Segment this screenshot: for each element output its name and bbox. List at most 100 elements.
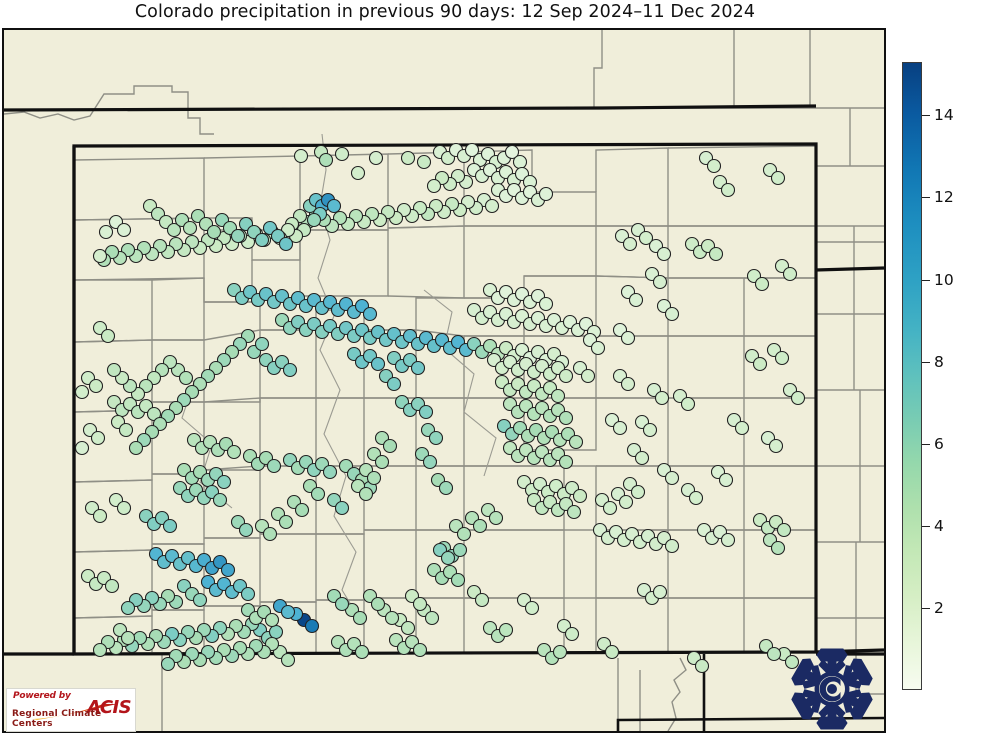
station-point: [512, 154, 528, 170]
station-point: [334, 596, 350, 612]
station-point: [664, 306, 680, 322]
station-point: [656, 246, 672, 262]
station-point: [278, 236, 294, 252]
station-point: [770, 540, 786, 556]
station-point: [450, 572, 466, 588]
station-point: [652, 274, 668, 290]
station-point: [654, 390, 670, 406]
station-point: [98, 224, 114, 240]
station-point: [368, 150, 384, 166]
station-point: [638, 230, 654, 246]
station-point: [160, 656, 176, 672]
station-point: [304, 618, 320, 634]
station-point: [120, 600, 136, 616]
station-point: [766, 646, 782, 662]
station-point: [384, 610, 400, 626]
colorbar-tick-mark: [922, 279, 930, 281]
station-point: [550, 388, 566, 404]
station-point: [474, 592, 490, 608]
colorbar-tick-label: 14: [934, 106, 954, 125]
station-point: [498, 622, 514, 638]
station-point: [424, 610, 440, 626]
colorbar-tick-mark: [922, 115, 930, 117]
station-point: [306, 212, 322, 228]
station-point: [350, 165, 366, 181]
station-point: [240, 586, 256, 602]
colorbar-tick-label: 4: [934, 516, 944, 535]
station-point: [688, 490, 704, 506]
station-point: [326, 198, 342, 214]
station-point: [100, 328, 116, 344]
station-point: [620, 376, 636, 392]
station-point: [558, 368, 574, 384]
acis-logo[interactable]: Powered by ACIS Regional Climate Centers: [6, 688, 136, 732]
station-point: [293, 148, 309, 164]
station-point: [620, 330, 636, 346]
station-point: [106, 362, 122, 378]
station-point: [652, 584, 668, 600]
station-point: [162, 518, 178, 534]
station-point: [412, 596, 428, 612]
station-point: [472, 518, 488, 534]
station-point: [116, 500, 132, 516]
station-point: [182, 220, 198, 236]
station-point: [628, 292, 644, 308]
station-point: [366, 470, 382, 486]
station-point: [294, 502, 310, 518]
station-point: [634, 450, 650, 466]
station-point: [254, 232, 270, 248]
station-point: [280, 604, 296, 620]
station-point: [708, 246, 724, 262]
colorbar-tick-mark: [922, 361, 930, 363]
station-point: [754, 276, 770, 292]
station-point: [612, 420, 628, 436]
station-point: [416, 154, 432, 170]
station-point: [618, 494, 634, 510]
station-point: [428, 430, 444, 446]
station-point: [92, 248, 108, 264]
station-point: [92, 642, 108, 658]
station-point: [166, 222, 182, 238]
station-point: [412, 642, 428, 658]
station-point: [718, 472, 734, 488]
station-point: [438, 480, 454, 496]
station-point: [178, 370, 194, 386]
station-point: [734, 420, 750, 436]
station-point: [720, 182, 736, 198]
colorbar-tick-mark: [922, 197, 930, 199]
acis-powered-by-text: Powered by: [13, 691, 71, 701]
station-point: [262, 526, 278, 542]
station-point: [358, 486, 374, 502]
station-point: [642, 422, 658, 438]
map-panel[interactable]: [2, 28, 886, 733]
colorbar-tick-mark: [922, 607, 930, 609]
station-point: [386, 376, 402, 392]
station-point: [720, 532, 736, 548]
station-point: [572, 488, 588, 504]
station-point: [452, 542, 468, 558]
station-point: [774, 350, 790, 366]
station-point: [206, 224, 222, 240]
station-point: [118, 422, 134, 438]
page-title: Colorado precipitation in previous 90 da…: [134, 2, 756, 22]
station-point: [564, 626, 580, 642]
colorbar-tick-label: 2: [934, 598, 944, 617]
station-point: [664, 470, 680, 486]
station-point: [488, 510, 504, 526]
station-point: [310, 486, 326, 502]
station-point: [504, 144, 520, 160]
station-point: [752, 356, 768, 372]
station-point: [552, 644, 568, 660]
station-point: [128, 440, 144, 456]
station-point: [768, 438, 784, 454]
map-land-background: [4, 30, 884, 731]
station-point: [382, 438, 398, 454]
station-point: [418, 404, 434, 420]
station-point: [484, 198, 500, 214]
station-point: [268, 624, 284, 640]
station-point: [558, 410, 574, 426]
station-point: [264, 612, 280, 628]
snowflake-logo-icon: [791, 648, 873, 730]
station-point: [334, 146, 350, 162]
